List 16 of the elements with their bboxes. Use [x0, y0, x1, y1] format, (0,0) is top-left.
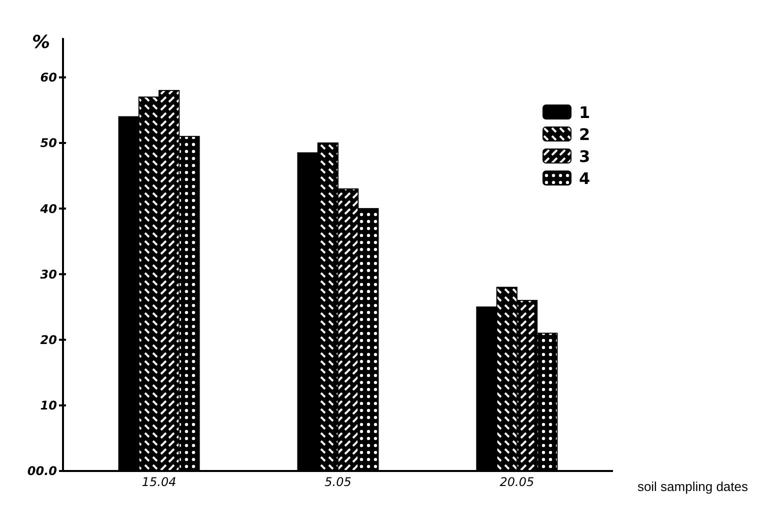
y-tick-label: 60 [40, 70, 57, 85]
x-tick-label: 5.05 [324, 475, 352, 489]
y-tick-label: 50 [40, 136, 57, 150]
y-tick-label: 20 [40, 332, 57, 347]
x-axis-title: soil sampling dates [637, 479, 748, 494]
y-tick-label: 10 [40, 398, 57, 413]
legend-label: 3 [579, 147, 590, 166]
y-axis-title: % [32, 32, 50, 53]
y-tick-label: 30 [40, 267, 57, 282]
legend-label: 1 [579, 103, 590, 122]
legend-label: 2 [579, 125, 590, 144]
legend-label: 4 [579, 169, 590, 188]
y-tick-label: 00.0 [27, 464, 57, 478]
y-tick-label: 40 [39, 202, 57, 216]
x-tick-label: 20.05 [500, 475, 534, 489]
x-tick-label: 15.04 [142, 475, 176, 489]
